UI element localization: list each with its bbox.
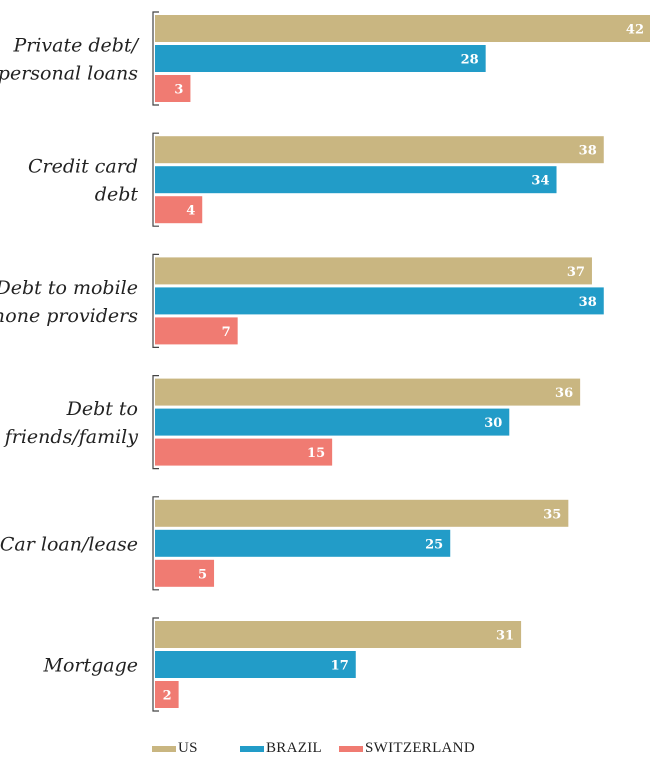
category-label: friends/family <box>3 426 139 448</box>
legend-label: BRAZIL <box>266 740 322 756</box>
group-bracket <box>152 617 159 712</box>
legend-label: US <box>178 740 198 756</box>
bar <box>155 196 203 224</box>
bar <box>155 317 238 345</box>
category-label: Private debt/ <box>12 35 139 57</box>
category-label: Mortgage <box>42 655 138 677</box>
bar-value-label: 5 <box>198 567 207 582</box>
bar-value-label: 7 <box>222 325 231 340</box>
category-label: Debt to <box>66 398 138 420</box>
bar-value-label: 42 <box>626 23 644 38</box>
bar-value-label: 38 <box>579 295 597 310</box>
category-label: Credit card <box>28 156 138 178</box>
bar <box>155 166 557 194</box>
bar-value-label: 30 <box>484 416 502 431</box>
group-bracket <box>152 375 159 470</box>
bar <box>155 651 356 678</box>
bar <box>155 408 510 436</box>
bar <box>155 136 604 164</box>
bar <box>155 438 333 466</box>
category-label: Car loan/lease <box>0 533 138 555</box>
bar-value-label: 37 <box>567 265 585 280</box>
bar <box>155 499 569 527</box>
bar-value-label: 15 <box>307 446 325 461</box>
bar-value-label: 35 <box>543 507 561 522</box>
bar <box>155 75 191 102</box>
bar <box>155 45 486 72</box>
category-label: Debt to mobile <box>0 277 138 299</box>
bar-value-label: 28 <box>461 53 479 68</box>
group-bracket <box>152 132 159 227</box>
bar-value-label: 34 <box>531 174 549 189</box>
bar-value-label: 3 <box>174 83 183 98</box>
bar-value-label: 36 <box>555 386 573 401</box>
bar <box>155 378 581 406</box>
bar-value-label: 38 <box>579 144 597 159</box>
bar <box>155 15 650 42</box>
group-bracket <box>152 496 159 591</box>
bar-value-label: 25 <box>425 537 443 552</box>
bar <box>155 257 592 285</box>
bar-value-label: 17 <box>331 659 349 674</box>
category-label: personal loans <box>0 63 138 85</box>
legend-label: SWITZERLAND <box>365 740 475 756</box>
group-bracket <box>152 11 159 106</box>
category-label: debt <box>95 184 139 206</box>
bar <box>155 621 522 648</box>
legend-swatch <box>152 746 176 752</box>
bar <box>155 681 179 708</box>
bar <box>155 287 604 315</box>
legend-swatch <box>339 746 363 752</box>
bar-value-label: 4 <box>186 204 195 219</box>
bar-value-label: 31 <box>496 629 514 644</box>
bar <box>155 529 451 557</box>
group-bracket <box>152 253 159 348</box>
legend-swatch <box>240 746 264 752</box>
category-label: phone providers <box>0 305 138 327</box>
bar-value-label: 2 <box>163 689 172 704</box>
bar <box>155 559 215 587</box>
